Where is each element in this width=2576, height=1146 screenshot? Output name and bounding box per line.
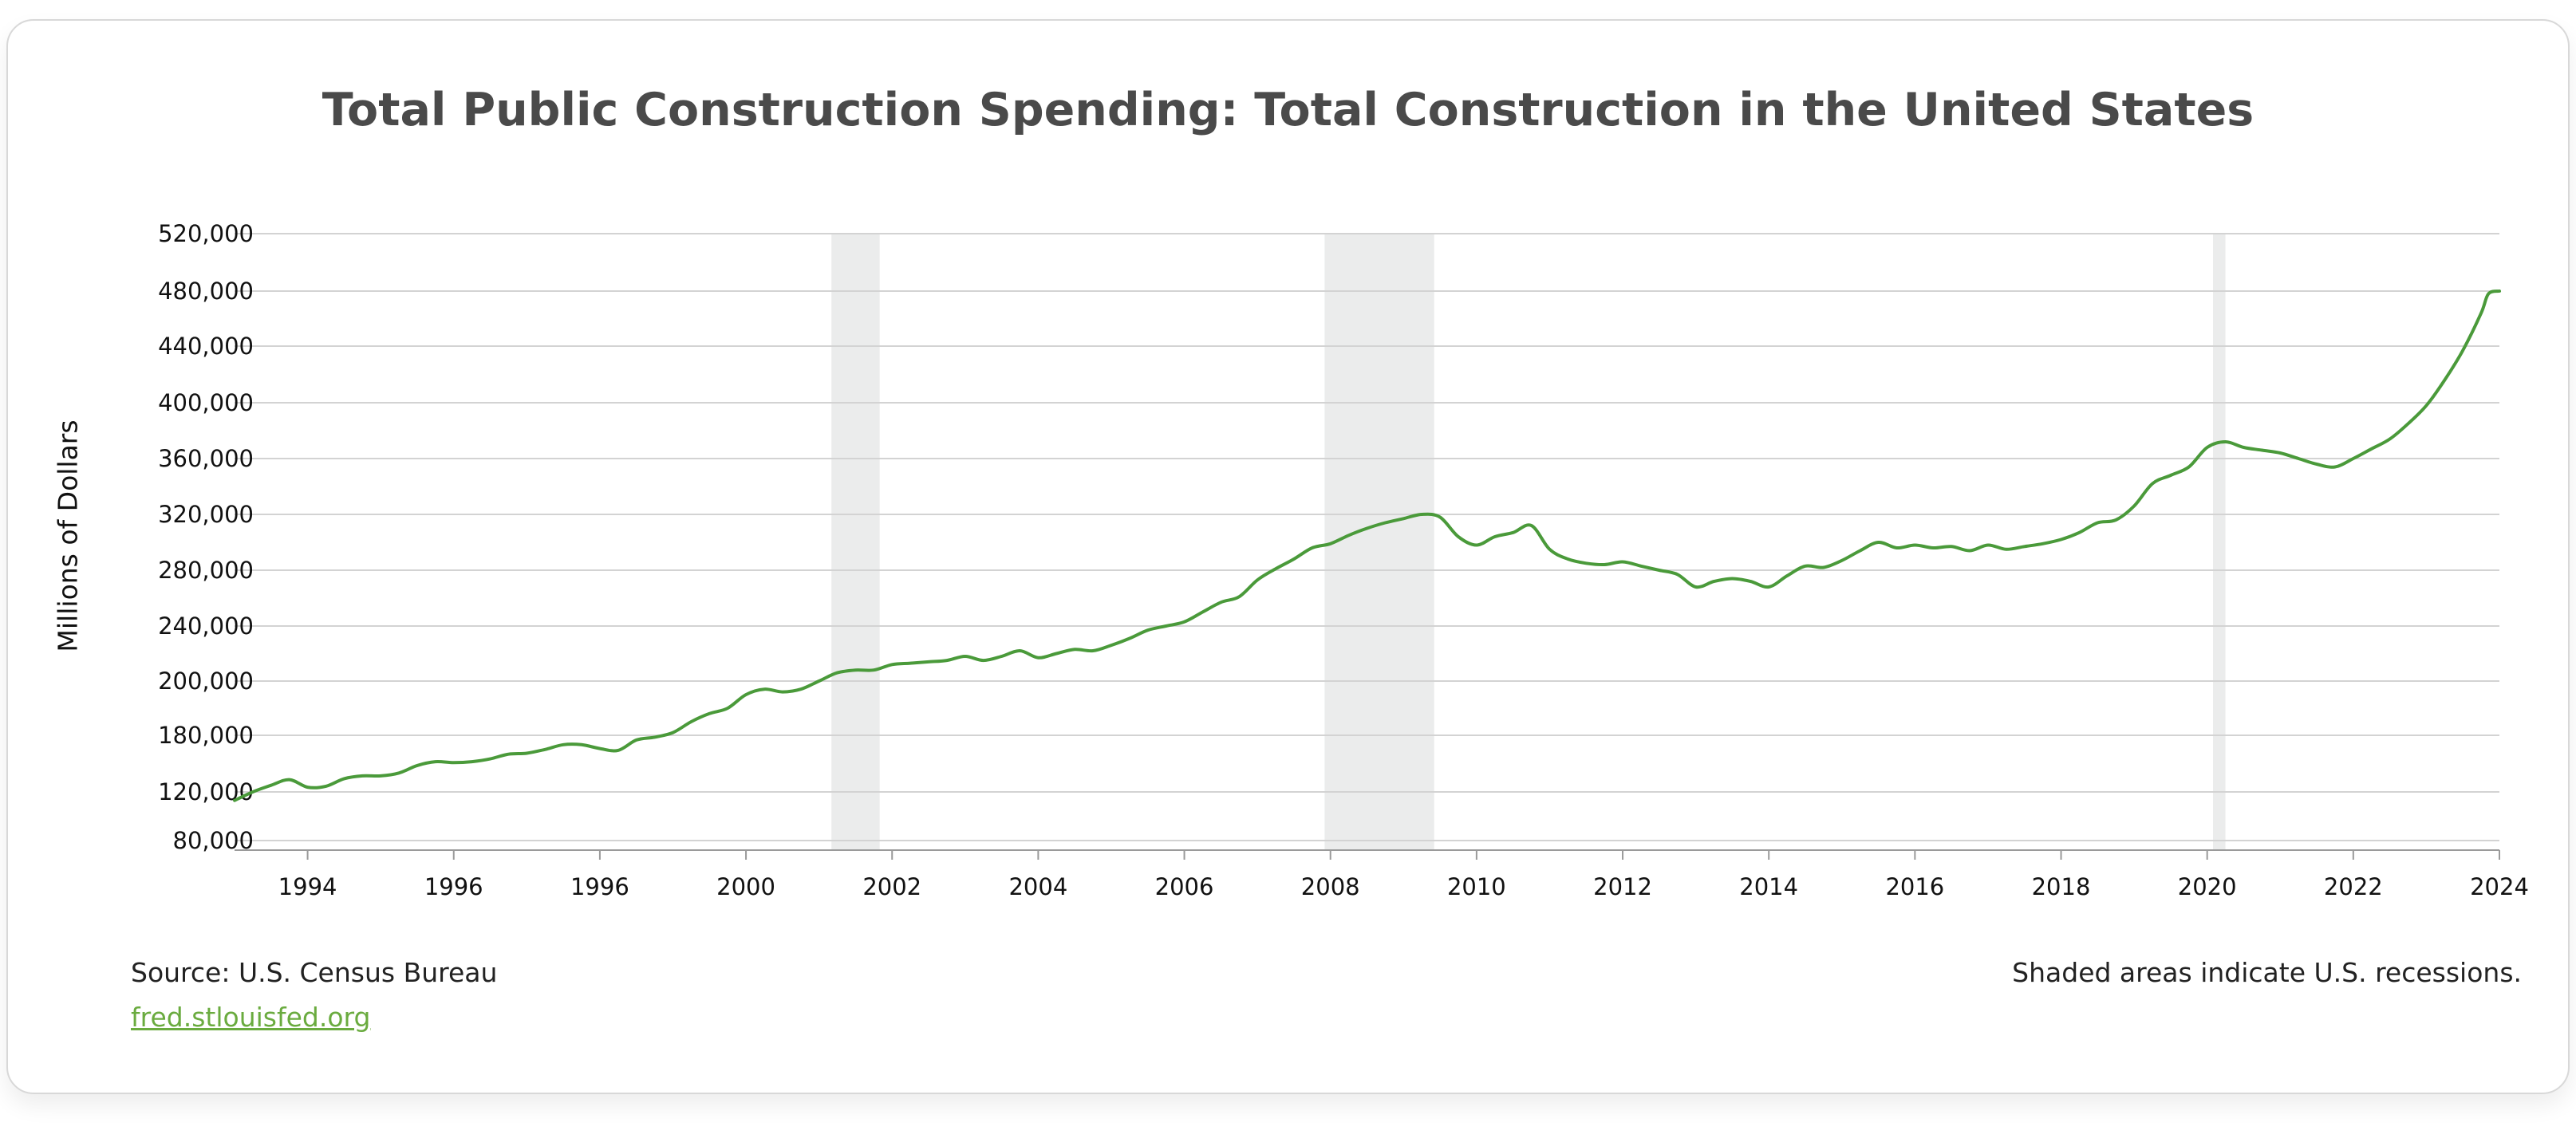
x-tick-label: 2022 bbox=[2324, 873, 2383, 900]
recession-band-3 bbox=[2213, 233, 2226, 850]
recession-band-2 bbox=[1324, 233, 1434, 850]
x-tick-label: 1996 bbox=[424, 873, 483, 900]
y-tick-label: 120,000 bbox=[158, 778, 254, 805]
y-tick-label: 440,000 bbox=[158, 333, 254, 360]
x-tick-label: 2012 bbox=[1593, 873, 1652, 900]
y-tick-label: 360,000 bbox=[158, 445, 254, 472]
y-tick-label: 240,000 bbox=[158, 612, 254, 640]
x-tick-label: 2008 bbox=[1301, 873, 1360, 900]
x-tick-label: 2016 bbox=[1885, 873, 1944, 900]
x-tick-label: 2014 bbox=[1739, 873, 1798, 900]
chart-card bbox=[6, 19, 2570, 1094]
x-tick-label: 1994 bbox=[278, 873, 337, 900]
series-line-1 bbox=[233, 289, 2501, 802]
x-tick-label: 2002 bbox=[862, 873, 921, 900]
x-tick-label: 2024 bbox=[2470, 873, 2529, 900]
recession-note: Shaded areas indicate U.S. recessions. bbox=[2012, 957, 2522, 988]
source-text: Source: U.S. Census Bureau bbox=[131, 957, 498, 988]
x-tick-label: 2000 bbox=[716, 873, 775, 900]
y-tick-label: 200,000 bbox=[158, 668, 254, 695]
x-tick-label: 2020 bbox=[2178, 873, 2237, 900]
y-tick-label: 480,000 bbox=[158, 278, 254, 305]
y-tick-label: 280,000 bbox=[158, 557, 254, 584]
x-tick-label: 2006 bbox=[1155, 873, 1214, 900]
y-tick-label: 320,000 bbox=[158, 501, 254, 528]
chart-title: Total Public Construction Spending: Tota… bbox=[322, 84, 2254, 136]
y-tick-label: 400,000 bbox=[158, 389, 254, 416]
x-tick-label: 2010 bbox=[1447, 873, 1506, 900]
x-tick-label: 2018 bbox=[2032, 873, 2091, 900]
recession-band-1 bbox=[831, 233, 880, 850]
x-tick-label: 2004 bbox=[1008, 873, 1067, 900]
source-link[interactable]: fred.stlouisfed.org bbox=[131, 1002, 371, 1033]
y-tick-label: 180,000 bbox=[158, 722, 254, 749]
y-tick-label: 520,000 bbox=[158, 220, 254, 247]
x-tick-label: 1996 bbox=[570, 873, 629, 900]
